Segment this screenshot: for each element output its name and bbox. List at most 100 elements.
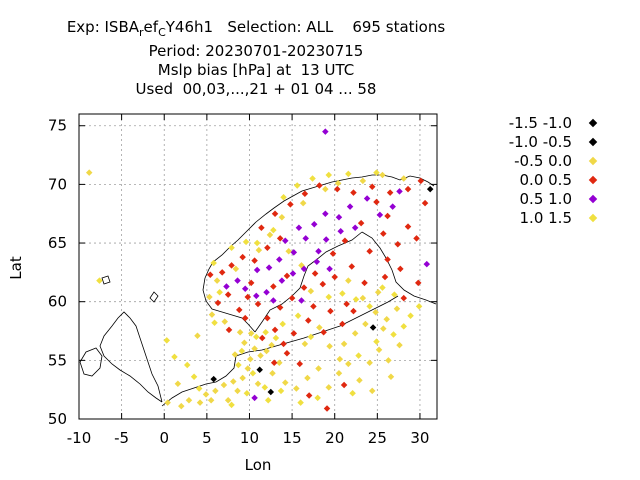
station-point xyxy=(287,201,294,208)
station-point xyxy=(357,219,365,227)
station-point xyxy=(313,258,321,266)
station-point xyxy=(327,307,334,315)
station-point xyxy=(283,272,291,280)
station-point xyxy=(207,396,215,404)
station-point xyxy=(220,381,228,389)
station-point xyxy=(211,319,218,327)
station-point xyxy=(183,361,191,369)
station-point xyxy=(389,203,396,210)
station-point xyxy=(345,170,352,178)
station-point xyxy=(285,247,292,255)
title-ef-text: ef xyxy=(143,18,159,36)
y-tick-label: 55 xyxy=(48,351,67,369)
station-point xyxy=(300,284,308,291)
station-point xyxy=(373,198,380,206)
legend-entry: -1.5 -1.0 xyxy=(486,114,616,133)
station-point xyxy=(423,260,431,268)
axis-frame xyxy=(78,113,438,420)
x-tick-label: 30 xyxy=(410,429,429,447)
station-point xyxy=(258,224,265,232)
station-point xyxy=(305,392,313,399)
y-tick-label: 50 xyxy=(48,410,67,428)
station-point xyxy=(384,212,391,220)
station-point xyxy=(362,320,369,328)
station-point xyxy=(372,308,379,316)
station-point xyxy=(232,265,240,273)
station-point xyxy=(256,366,263,373)
legend-marker xyxy=(588,156,598,166)
station-point xyxy=(242,238,250,246)
station-point xyxy=(262,328,269,336)
station-point xyxy=(270,283,277,290)
coast-faroe xyxy=(101,275,111,285)
station-point xyxy=(206,293,213,301)
station-point xyxy=(345,277,352,284)
title-line-1: Exp: ISBArefCY46h1 Selection: ALL 695 st… xyxy=(0,18,512,42)
station-point xyxy=(426,185,434,193)
station-point xyxy=(231,351,239,358)
station-point xyxy=(359,294,367,302)
station-point xyxy=(331,273,338,281)
coast-shetland xyxy=(149,291,159,303)
title-exp-text: Exp: ISBA xyxy=(66,18,140,36)
station-point xyxy=(350,189,357,196)
station-point xyxy=(261,384,269,391)
grid-lines xyxy=(79,114,437,420)
station-point xyxy=(400,175,408,182)
station-point xyxy=(376,211,384,219)
station-point xyxy=(174,380,182,388)
title-line-4: Used 00,03,...,21 + 01 04 ... 58 xyxy=(135,80,377,98)
station-point xyxy=(239,253,246,261)
legend-marker xyxy=(588,194,598,204)
legend-label: -0.5 0.0 xyxy=(514,152,572,170)
coast-continent xyxy=(161,355,237,407)
station-point xyxy=(366,247,373,255)
station-point xyxy=(404,185,412,193)
station-point xyxy=(259,334,266,342)
legend-entry: 0.5 1.0 xyxy=(486,190,616,209)
station-point xyxy=(251,394,258,402)
station-point xyxy=(396,188,403,195)
station-point xyxy=(178,402,185,410)
station-point xyxy=(218,269,226,276)
station-point xyxy=(307,333,315,341)
coast-great-britain xyxy=(99,311,163,403)
station-point xyxy=(290,249,298,256)
station-point xyxy=(380,325,387,332)
station-point xyxy=(210,375,217,383)
station-point xyxy=(383,316,390,323)
station-point xyxy=(301,190,309,198)
station-point xyxy=(379,171,386,179)
x-tick-label: 15 xyxy=(283,429,302,447)
coast-ireland xyxy=(79,347,103,377)
station-point xyxy=(251,257,258,264)
station-point xyxy=(270,297,277,304)
station-point xyxy=(310,303,317,310)
station-point xyxy=(263,347,270,355)
y-tick-label: 60 xyxy=(48,293,67,311)
coastlines xyxy=(79,174,437,407)
station-point xyxy=(337,228,344,235)
station-point xyxy=(413,235,420,242)
y-tick-label: 65 xyxy=(48,234,67,252)
station-point xyxy=(386,189,394,196)
station-point xyxy=(340,381,348,389)
station-point xyxy=(350,307,357,315)
station-point xyxy=(322,210,329,217)
station-point xyxy=(375,346,383,354)
y-tick-label: 70 xyxy=(48,175,67,193)
station-point xyxy=(276,304,284,311)
station-point xyxy=(236,328,244,336)
station-point xyxy=(417,177,425,185)
station-point xyxy=(295,224,303,232)
coast-sweden-east xyxy=(254,231,363,333)
station-point xyxy=(253,239,261,247)
legend-entry: 0.0 0.5 xyxy=(486,171,616,190)
station-point xyxy=(348,263,356,270)
station-point xyxy=(352,296,360,303)
station-point xyxy=(325,293,333,301)
station-point xyxy=(361,279,368,287)
station-point xyxy=(359,177,367,185)
station-point xyxy=(212,387,219,395)
